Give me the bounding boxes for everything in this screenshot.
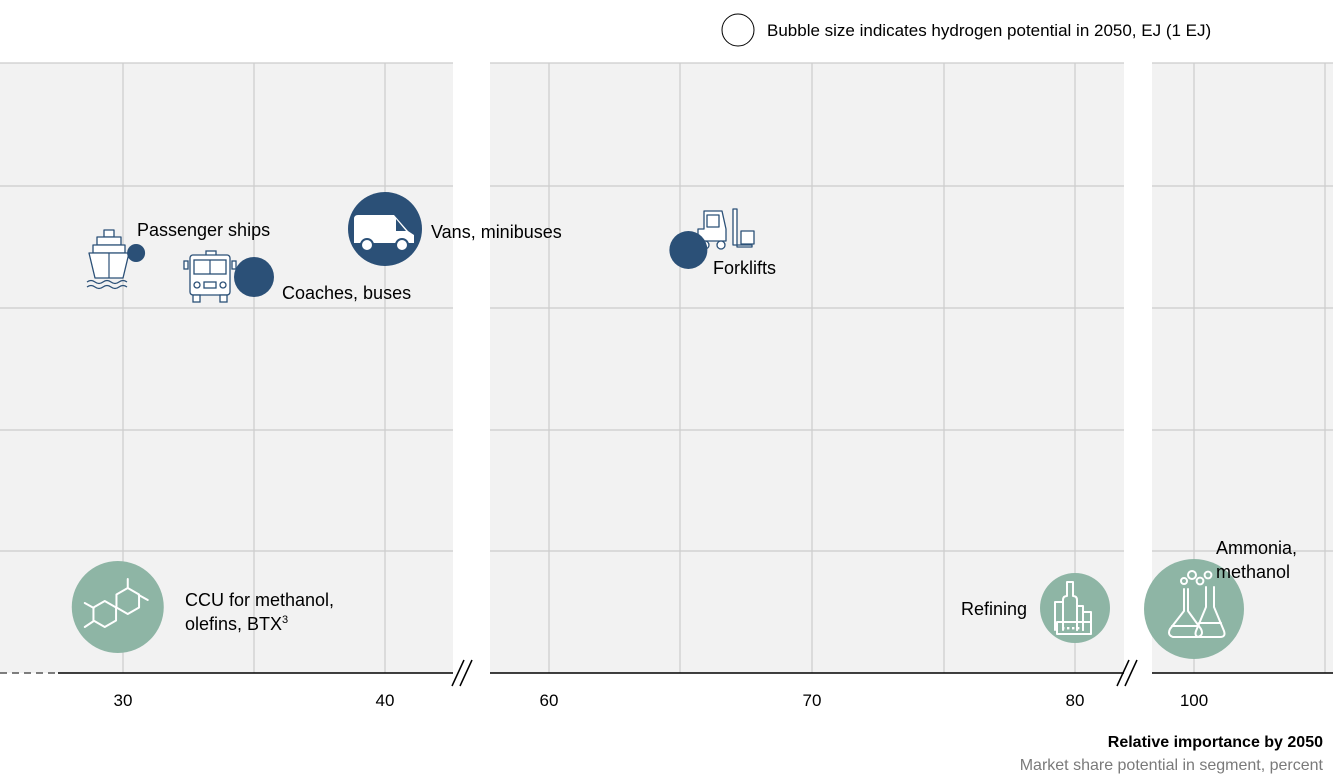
bubble-industry	[1144, 559, 1244, 659]
point-label: Passenger ships	[137, 220, 270, 240]
bubble-industry	[1040, 573, 1110, 643]
point-label: Ammonia, methanol	[1216, 538, 1297, 582]
legend-bubble-icon	[721, 13, 755, 47]
x-tick-label: 80	[1066, 691, 1085, 710]
molecule-icon	[83, 578, 149, 628]
point-label-line: Passenger ships	[137, 220, 270, 240]
plot-panel-left	[0, 63, 453, 673]
point-label: Forklifts	[713, 258, 776, 278]
bubble-industry	[71, 561, 164, 653]
bubble-mobility	[86, 229, 146, 290]
footnote-marker: 3	[282, 614, 288, 626]
legend: Bubble size indicates hydrogen potential…	[721, 13, 1211, 47]
point-label: Refining	[961, 599, 1027, 619]
grid-lines	[0, 62, 1333, 673]
x-axis-subtitle: Market share potential in segment, perce…	[1020, 757, 1324, 774]
point-label-line: Vans, minibuses	[431, 222, 562, 242]
plot-background	[0, 63, 1333, 673]
bus-icon	[183, 250, 237, 303]
bubble-mobility	[183, 250, 274, 303]
axis-break-2	[1116, 659, 1138, 687]
point-label-line: methanol	[1216, 562, 1290, 582]
x-tick-labels: 30 40 60 70 80 100	[114, 691, 1209, 710]
x-axis	[0, 659, 1333, 687]
point-label-line: Coaches, buses	[282, 283, 411, 303]
x-tick-label: 60	[540, 691, 559, 710]
point-label-line: Forklifts	[713, 258, 776, 278]
flask-icon	[1168, 570, 1226, 638]
x-tick-label: 100	[1180, 691, 1208, 710]
x-tick-label: 30	[114, 691, 133, 710]
bubbles	[71, 192, 1244, 659]
plot-panel-middle	[490, 63, 1124, 673]
point-label: Coaches, buses	[282, 283, 411, 303]
ship-icon	[86, 229, 130, 290]
forklift-icon	[697, 208, 755, 250]
point-labels: Passenger ships Coaches, buses Vans, minib…	[137, 220, 1297, 634]
point-label: CCU for methanol, olefins, BTX3	[185, 590, 334, 634]
x-tick-label: 40	[376, 691, 395, 710]
bubble	[127, 244, 146, 262]
point-label-line: olefins, BTX	[185, 614, 282, 634]
point-label-line: Ammonia,	[1216, 538, 1297, 558]
x-tick-label: 70	[803, 691, 822, 710]
bubble	[1040, 573, 1110, 643]
bubble	[669, 231, 708, 269]
bubble-mobility	[669, 208, 755, 269]
van-icon	[354, 215, 414, 252]
point-label: Vans, minibuses	[431, 222, 562, 242]
point-label-line: CCU for methanol,	[185, 590, 334, 610]
axis-break-1	[451, 659, 473, 687]
refinery-icon	[1054, 581, 1092, 635]
legend-text: Bubble size indicates hydrogen potential…	[767, 21, 1211, 40]
x-axis-title: Relative importance by 2050	[1108, 734, 1323, 751]
bubble	[234, 257, 274, 297]
bubble	[71, 561, 164, 653]
bubble-mobility	[348, 192, 422, 266]
point-label-line: Refining	[961, 599, 1027, 619]
